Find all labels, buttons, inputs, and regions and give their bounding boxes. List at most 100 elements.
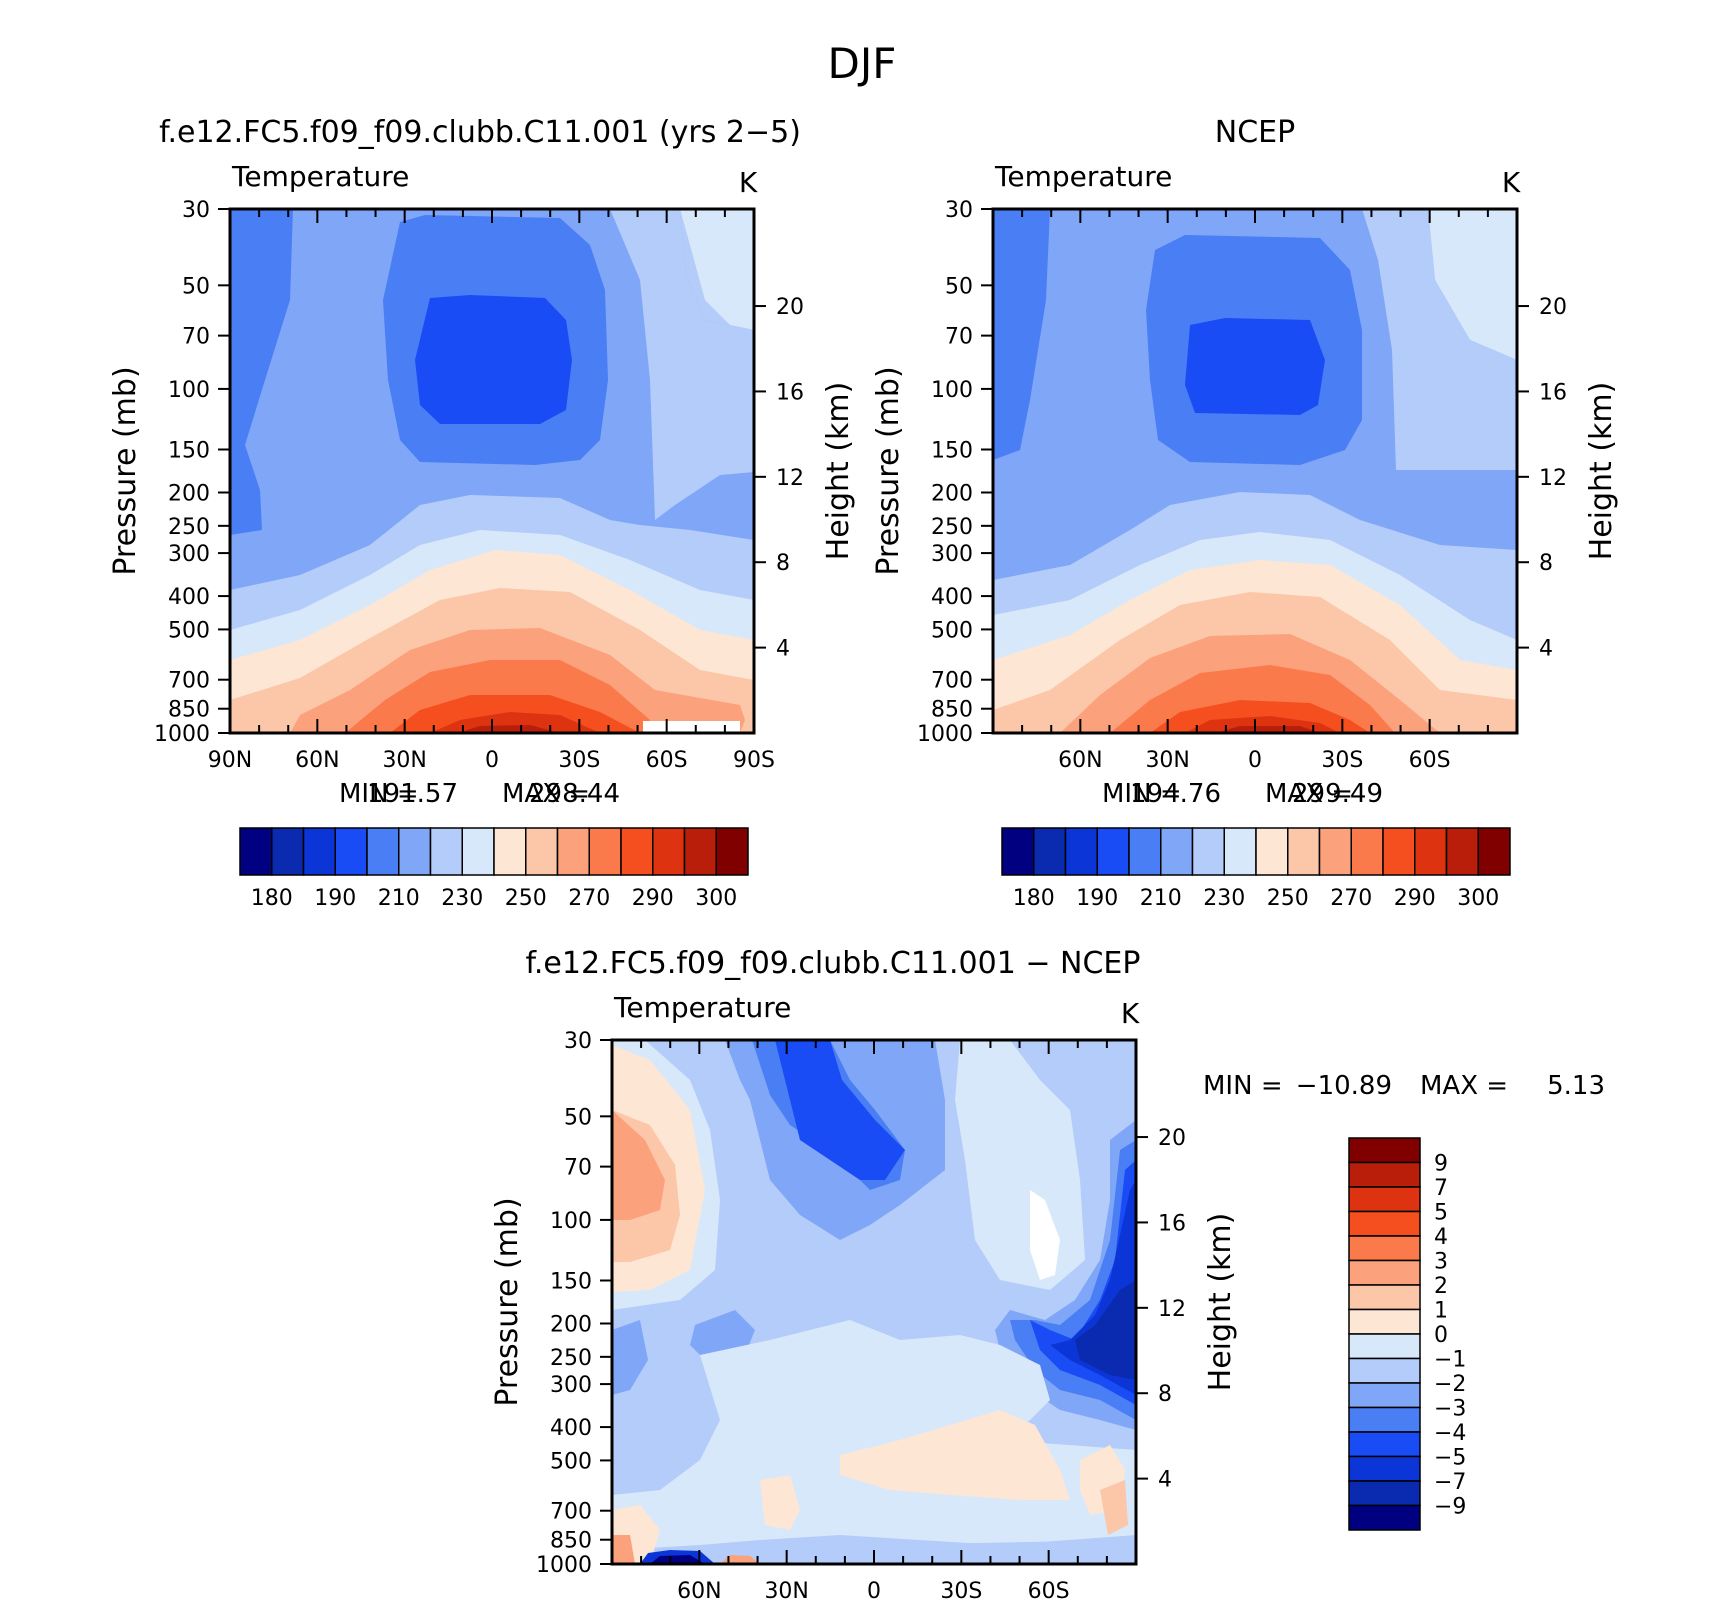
panel-ncep-colorbar-box [1033,827,1067,876]
panel-ncep-colorbar-label: 270 [1330,886,1372,911]
panel-model-colorbar-box [461,827,495,876]
panel-model-height-tick-label: 20 [776,295,804,320]
panel-difference-ytick-label: 30 [564,1029,592,1054]
panel-difference-units: K [1121,997,1140,1030]
panel-model-colorbar-label: 210 [378,886,420,911]
panel-difference-variable: Temperature [613,991,791,1024]
level-310 [458,725,560,733]
panel-difference-ytick-label: 70 [564,1156,592,1181]
panel-difference-colorbar-label: 0 [1434,1323,1448,1348]
panel-model-xtick-label: 60S [646,748,688,773]
panel-difference-colorbar-label: −7 [1434,1470,1466,1495]
panel-model-ytick-label: 500 [168,618,210,643]
panel-difference-height-tick-label: 4 [1158,1468,1172,1493]
level-2-to-3-surface [720,1555,760,1564]
panel-difference-xtick-label: 30N [764,1579,808,1600]
panel-ncep-ytick-label: 50 [945,274,973,299]
panel-ncep: NCEP Temperature K 305070100150200250300… [871,115,1619,911]
panel-difference-ytick-label: 500 [550,1449,592,1474]
panel-difference-ytick-label: 400 [550,1416,592,1441]
panel-difference-colorbar-label: −3 [1434,1397,1466,1422]
panel-difference-colorbar-box [1348,1259,1421,1286]
panel-ncep-colorbar-box [1318,827,1352,876]
level-240-sh-upper [680,209,754,330]
panel-difference-colorbar-box [1348,1480,1421,1507]
panel-difference-xtick-label: 60N [677,1579,721,1600]
panel-model-ytick-label: 850 [168,698,210,723]
panel-difference-colorbar-label: −9 [1434,1495,1466,1520]
level-200-cold-core [415,295,572,424]
panel-difference-colorbar-box [1348,1357,1421,1384]
panel-ncep-variable: Temperature [994,160,1172,193]
panel-difference-ytick-label: 300 [550,1373,592,1398]
panel-difference-height-tick-label: 8 [1158,1382,1172,1407]
panel-model-colorbar-box [588,827,622,876]
panel-model-ytick-label: 100 [168,378,210,403]
panel-model-colorbar-box [239,827,273,876]
panel-model-colorbar-box [302,827,336,876]
panel-ncep-ytick-label: 300 [931,542,973,567]
panel-ncep-colorbar-box [1064,827,1098,876]
panel-ncep-colorbar-box [1160,827,1194,876]
panel-ncep-height-tick-label: 16 [1539,380,1567,405]
panel-model-colorbar-label: 300 [695,886,737,911]
panel-ncep-colorbar-label: 180 [1013,886,1055,911]
panel-model-colorbar-label: 180 [251,886,293,911]
panel-model-colorbar-box [683,827,717,876]
panel-model-height-tick-label: 16 [776,380,804,405]
panel-ncep-xtick-label: 30S [1321,748,1363,773]
panel-model-field [230,209,754,733]
level-0-to-1-tropics [760,1475,800,1530]
panel-difference-colorbar-box [1348,1333,1421,1360]
panel-model-ytick-label: 50 [182,274,210,299]
panel-model-height-tick-label: 4 [776,637,790,662]
panel-difference-colorbar-box [1348,1284,1421,1311]
panel-difference-colorbar-box [1348,1406,1421,1433]
panel-difference-ytick-label: 250 [550,1346,592,1371]
level-230-sh-lower [610,209,754,520]
panel-difference-colorbar-box [1348,1308,1421,1335]
panel-model-colorbar-box [525,827,559,876]
panel-ncep-height-tick-label: 8 [1539,551,1553,576]
panel-ncep-units: K [1502,166,1521,199]
panel-model-xtick-label: 0 [485,748,499,773]
panel-ncep-ylabel: Pressure (mb) [871,366,906,575]
panel-difference-max-label: MAX = [1420,1071,1508,1101]
panel-difference-max: 5.13 [1547,1071,1605,1101]
panel-ncep-ytick-label: 700 [931,669,973,694]
panel-model-height-tick-label: 12 [776,466,804,491]
panel-difference-colorbar-label: 3 [1434,1250,1448,1275]
panel-difference-ytick-label: 100 [550,1209,592,1234]
panel-ncep-xtick-label: 30N [1145,748,1189,773]
panel-model: f.e12.FC5.f09_f09.clubb.C11.001 (yrs 2−5… [108,115,856,911]
panel-difference-colorbar-box [1348,1455,1421,1482]
panel-difference-colorbar-box [1348,1235,1421,1262]
panel-ncep-ytick-label: 30 [945,198,973,223]
panel-model-colorbar-box [398,827,432,876]
panel-ncep-colorbar-box [1223,827,1257,876]
panel-model-colorbar-box [366,827,400,876]
level-240-sh-upper [1365,209,1517,360]
panel-model-colorbar-box [429,827,463,876]
panel-model-max-label: MAX = [502,779,590,809]
panel-model-ytick-label: 250 [168,515,210,540]
panel-difference-ytick-label: 1000 [536,1553,592,1578]
panel-difference-height-tick-label: 12 [1158,1297,1186,1322]
panel-ncep-colorbar-label: 290 [1394,886,1436,911]
panel-ncep-colorbar-label: 210 [1140,886,1182,911]
panel-difference-y2label: Height (km) [1203,1213,1238,1392]
panel-difference-xtick-label: 30S [940,1579,982,1600]
panel-difference-min: −10.89 [1296,1071,1392,1101]
level-0-to-1-sh-lower [840,1410,1070,1500]
panel-model-ytick-label: 200 [168,481,210,506]
panel-difference-xtick-label: 60S [1028,1579,1070,1600]
panel-model-ytick-label: 400 [168,585,210,610]
panel-model-ytick-label: 150 [168,439,210,464]
panel-ncep-height-tick-label: 12 [1539,466,1567,491]
panel-difference-ytick-label: 850 [550,1529,592,1554]
panel-difference-height-tick-label: 16 [1158,1211,1186,1236]
panel-model-min: 191.57 [367,779,458,809]
panel-ncep-min-label: MIN = [1102,779,1182,809]
panel-ncep-xtick-label: 60N [1058,748,1102,773]
